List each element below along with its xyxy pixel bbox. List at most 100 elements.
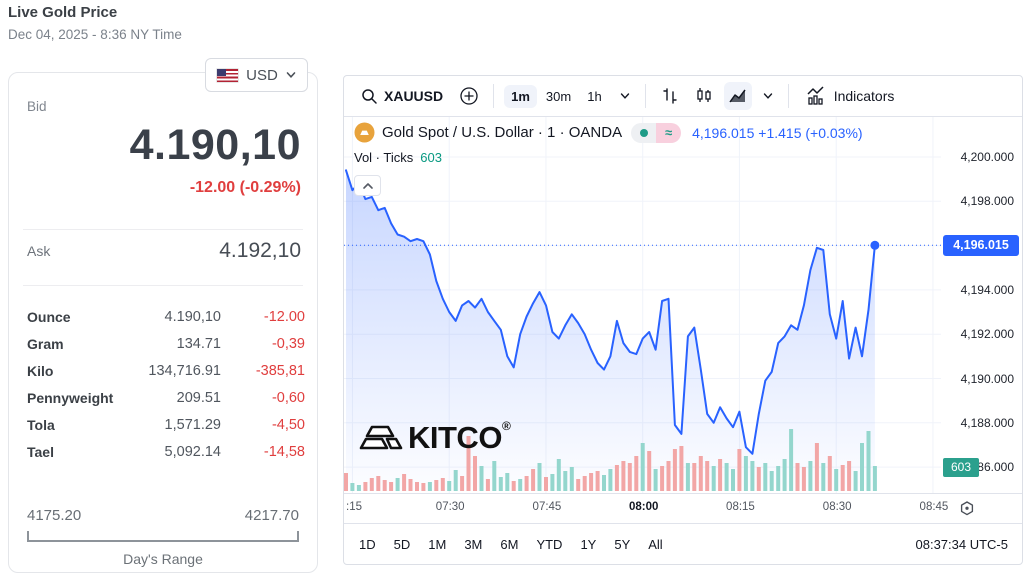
divider bbox=[23, 285, 303, 286]
unit-value: 134.71 bbox=[176, 335, 221, 352]
bid-change: -12.00 (-0.29%) bbox=[189, 179, 301, 196]
area-style-button[interactable] bbox=[723, 82, 752, 110]
currency-label: USD bbox=[246, 66, 278, 84]
unit-value: 209.51 bbox=[176, 389, 221, 406]
price-axis[interactable]: 4,200.000 4,198.000 4,194.000 4,192.000 4,19… bbox=[941, 117, 1022, 493]
chart-title[interactable]: Gold Spot / U.S. Dollar · 1 · OANDA bbox=[382, 124, 623, 141]
day-range-bracket bbox=[27, 531, 299, 542]
symbol-search[interactable]: XAUUSD bbox=[354, 83, 449, 109]
x-axis-label: 07:30 bbox=[435, 501, 465, 513]
gear-icon bbox=[960, 501, 974, 516]
symbol-label: XAUUSD bbox=[384, 88, 444, 104]
unit-row: Ounce 4.190,10 -12.00 bbox=[27, 303, 305, 330]
market-status-pill[interactable]: ≈ bbox=[631, 122, 682, 143]
bid-price: 4.190,10 bbox=[129, 121, 301, 169]
interval-button-30m[interactable]: 30m bbox=[539, 85, 578, 108]
us-flag-icon bbox=[217, 68, 239, 82]
x-axis-label: 08:15 bbox=[726, 501, 755, 513]
chevron-down-icon bbox=[763, 93, 772, 99]
bar-style-button[interactable] bbox=[656, 82, 684, 110]
volume-value: 603 bbox=[420, 150, 442, 165]
toolbar-separator bbox=[644, 84, 646, 108]
volume-study-label[interactable]: Vol · Ticks bbox=[354, 150, 414, 165]
day-range-high: 4217.70 bbox=[244, 507, 299, 524]
interval-button-1m[interactable]: 1m bbox=[504, 84, 537, 108]
volume-bars bbox=[344, 429, 877, 491]
y-axis-label: 4,200.000 bbox=[960, 150, 1014, 164]
x-axis-label: 08:45 bbox=[919, 501, 949, 513]
x-axis-label: 07:45 bbox=[532, 501, 562, 513]
chart-legend: Gold Spot / U.S. Dollar · 1 · OANDA ≈ 4,… bbox=[354, 122, 863, 165]
unit-price-table: Ounce 4.190,10 -12.00 Gram 134.71 -0,39 Kilo 13… bbox=[9, 303, 317, 465]
unit-value: 5,092.14 bbox=[164, 443, 221, 460]
y-axis-label: 4,188.000 bbox=[960, 415, 1014, 430]
interval-button-1h[interactable]: 1h bbox=[580, 85, 608, 108]
ask-row: Ask 4.192,10 bbox=[27, 237, 301, 265]
indicators-button[interactable]: Indicators bbox=[799, 82, 901, 110]
unit-change: -4,50 bbox=[271, 416, 305, 433]
range-button-6M[interactable]: 6M bbox=[500, 536, 519, 552]
ask-label: Ask bbox=[27, 243, 51, 259]
ask-price: 4.192,10 bbox=[219, 239, 301, 262]
range-button-1D[interactable]: 1D bbox=[359, 536, 376, 552]
toolbar-separator bbox=[493, 84, 495, 108]
unit-label: Gram bbox=[27, 335, 64, 352]
kitco-watermark: KITCO® bbox=[358, 419, 511, 456]
price-change-value: +1.415 (+0.03%) bbox=[758, 124, 863, 141]
last-price-value: 4,196.015 bbox=[692, 124, 755, 141]
unit-change: -12.00 bbox=[263, 308, 305, 325]
range-button-5D[interactable]: 5D bbox=[393, 536, 411, 552]
bid-label: Bid bbox=[27, 99, 47, 114]
search-icon bbox=[362, 89, 377, 104]
chevron-down-icon bbox=[620, 93, 629, 99]
chart-widget: XAUUSD 1m 30m 1h Indicators bbox=[343, 75, 1023, 565]
kitco-gold-bars-icon bbox=[359, 425, 403, 449]
chart-toolbar: XAUUSD 1m 30m 1h Indicators bbox=[344, 76, 1022, 117]
candle-style-button[interactable] bbox=[690, 82, 718, 110]
x-axis-label: 08:30 bbox=[822, 501, 852, 513]
plus-circle-icon bbox=[460, 87, 478, 105]
price-line bbox=[345, 169, 876, 455]
range-button-5Y[interactable]: 5Y bbox=[614, 536, 631, 552]
unit-label: Ounce bbox=[27, 308, 71, 325]
range-button-YTD[interactable]: YTD bbox=[536, 536, 563, 552]
unit-value: 4.190,10 bbox=[164, 308, 221, 325]
range-button-3M[interactable]: 3M bbox=[464, 536, 483, 552]
ohlc-bars-icon bbox=[662, 88, 677, 104]
interval-menu-button[interactable] bbox=[615, 82, 635, 110]
delayed-data-icon: ≈ bbox=[656, 122, 682, 143]
x-axis-label: 08:00 bbox=[628, 501, 659, 513]
last-price-dot bbox=[870, 240, 880, 250]
y-axis-label: 4,194.000 bbox=[960, 282, 1014, 297]
chevron-down-icon bbox=[286, 72, 296, 78]
unit-change: -0,39 bbox=[271, 335, 305, 352]
unit-row: Kilo 134,716.91 -385,81 bbox=[27, 357, 305, 384]
y-axis-label: 4,190.000 bbox=[960, 371, 1014, 386]
range-button-1M[interactable]: 1M bbox=[428, 536, 447, 552]
day-range-low: 4175.20 bbox=[27, 507, 82, 524]
unit-value: 134,716.91 bbox=[148, 362, 221, 379]
y-axis-label: 4,192.000 bbox=[960, 327, 1014, 342]
unit-change: -14,58 bbox=[263, 443, 305, 460]
area-chart-icon bbox=[729, 89, 746, 103]
time-axis[interactable]: :15 07:30 07:45 08:00 08:15 08:30 08:45 bbox=[344, 493, 1022, 523]
indicators-label: Indicators bbox=[833, 88, 895, 104]
unit-row: Tola 1,571.29 -4,50 bbox=[27, 411, 305, 438]
page-title: Live Gold Price bbox=[8, 4, 118, 21]
currency-selector[interactable]: USD bbox=[205, 58, 308, 92]
range-button-1Y[interactable]: 1Y bbox=[580, 536, 597, 552]
legend-collapse-button[interactable] bbox=[354, 175, 381, 196]
chart-bottom-bar: 1D 5D 1M 3M 6M YTD 1Y 5Y All 08:37:34 UTC-5 bbox=[344, 523, 1022, 564]
chart-plot-area[interactable]: Gold Spot / U.S. Dollar · 1 · OANDA ≈ 4,… bbox=[344, 117, 1022, 493]
axis-settings-button[interactable] bbox=[956, 498, 978, 520]
volume-axis-badge: 603 bbox=[943, 457, 979, 477]
last-price-axis-label: 4,196.015 bbox=[943, 234, 1019, 256]
compare-add-button[interactable] bbox=[455, 82, 483, 110]
style-menu-button[interactable] bbox=[758, 82, 778, 110]
unit-label: Pennyweight bbox=[27, 389, 114, 406]
price-chart-svg bbox=[344, 117, 941, 493]
range-button-All[interactable]: All bbox=[648, 536, 663, 552]
unit-label: Kilo bbox=[27, 362, 54, 379]
gold-spot-icon bbox=[354, 122, 375, 143]
chart-clock[interactable]: 08:37:34 UTC-5 bbox=[915, 536, 1009, 552]
